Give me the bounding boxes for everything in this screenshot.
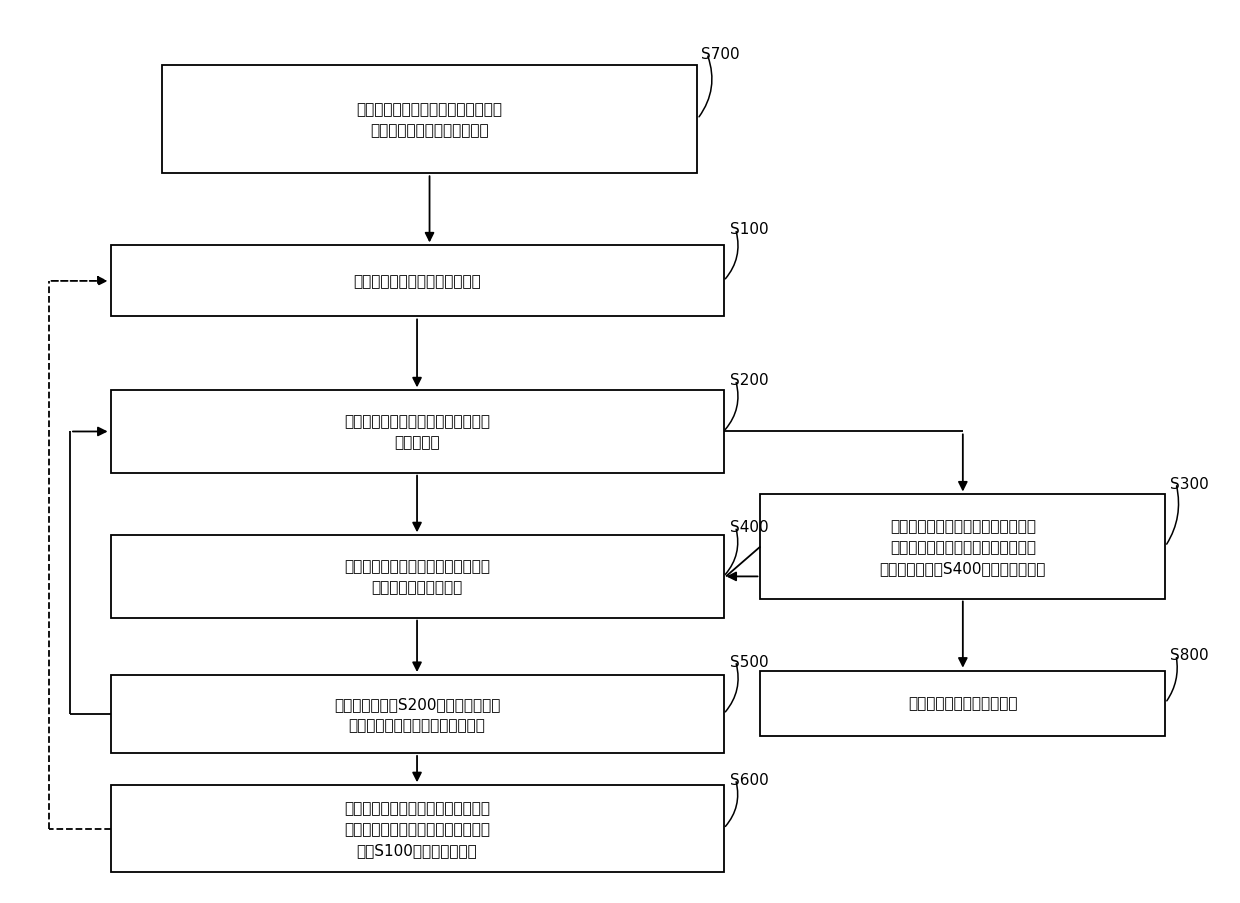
Text: 将含有生物炭和失活催化剂的固体热
解产物与空气进行燃烧: 将含有生物炭和失活催化剂的固体热 解产物与空气进行燃烧: [343, 559, 490, 595]
Text: S700: S700: [701, 47, 739, 62]
Text: 在将生物质与催化剂进行混合处理之
前预先对生物质进行干燥处理: 在将生物质与催化剂进行混合处理之 前预先对生物质进行干燥处理: [357, 102, 502, 138]
Text: S400: S400: [729, 519, 768, 535]
Text: 将供热烟气返回S200中的移动床热解
反应器的辐射加热管作为热源使用: 将供热烟气返回S200中的移动床热解 反应器的辐射加热管作为热源使用: [334, 696, 500, 732]
Text: 将含有热灰和再生催化剂的固体产物
进行分离处理，并将再生催化剂返回
步骤S100与混合物料混合: 将含有热灰和再生催化剂的固体产物 进行分离处理，并将再生催化剂返回 步骤S100…: [343, 800, 490, 857]
Text: 将油气混合物进行冷却处理: 将油气混合物进行冷却处理: [908, 696, 1018, 711]
Text: 将生物质与催化剂进行混合处理: 将生物质与催化剂进行混合处理: [353, 275, 481, 289]
Bar: [760, 495, 1166, 599]
Bar: [110, 535, 724, 618]
Text: 在将油气混合物进行冷却处理之前，
预先对油气混合物进行除尘处理，并
将固体颗粒返回S400与空气进行燃烧: 在将油气混合物进行冷却处理之前， 预先对油气混合物进行除尘处理，并 将固体颗粒返…: [879, 518, 1047, 575]
Text: S500: S500: [729, 654, 768, 669]
Bar: [110, 246, 724, 317]
Bar: [110, 391, 724, 473]
Text: S600: S600: [729, 772, 769, 787]
Text: S100: S100: [729, 222, 768, 237]
Bar: [110, 675, 724, 753]
Text: 将混合物料在移动床热解反应器内进
行热解处理: 将混合物料在移动床热解反应器内进 行热解处理: [343, 414, 490, 450]
Bar: [161, 66, 697, 174]
Bar: [760, 671, 1166, 736]
Bar: [110, 786, 724, 872]
Text: S300: S300: [1171, 476, 1209, 491]
Text: S200: S200: [729, 373, 768, 388]
Text: S800: S800: [1171, 647, 1209, 663]
